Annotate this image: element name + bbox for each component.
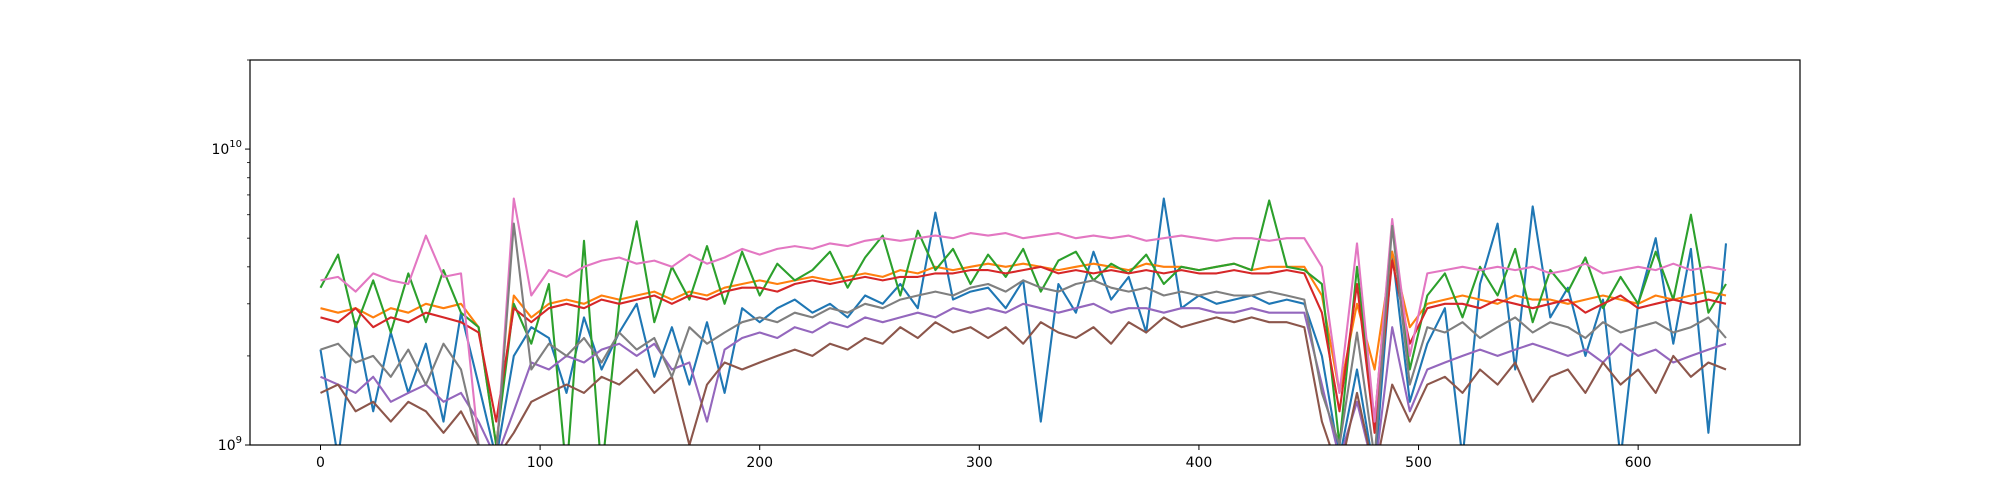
series-line-7 — [320, 222, 1727, 445]
y-tick-label: 109 — [218, 435, 242, 454]
axes-frame — [249, 59, 1801, 446]
x-tick-label: 500 — [1405, 455, 1432, 471]
x-tick-label: 100 — [527, 455, 554, 471]
y-tick-exponent: 9 — [236, 435, 242, 446]
y-tick-base: 10 — [218, 438, 236, 454]
x-tick-label: 300 — [966, 455, 993, 471]
x-tick-label: 600 — [1625, 455, 1652, 471]
y-tick-exponent: 10 — [229, 139, 242, 150]
x-tick-label: 400 — [1186, 455, 1213, 471]
series-line-6 — [320, 197, 1727, 445]
series-lines — [319, 197, 1728, 445]
x-axis: 0 100 200 300 400 500 600 — [316, 445, 1652, 471]
series-line-3 — [320, 259, 1727, 434]
series-line-4 — [320, 302, 1727, 445]
y-tick-base: 10 — [211, 142, 229, 158]
y-tick-label: 1010 — [211, 139, 242, 158]
series-line-5 — [320, 316, 1727, 445]
x-tick-label: 200 — [746, 455, 773, 471]
x-tick-label: 0 — [316, 455, 325, 471]
